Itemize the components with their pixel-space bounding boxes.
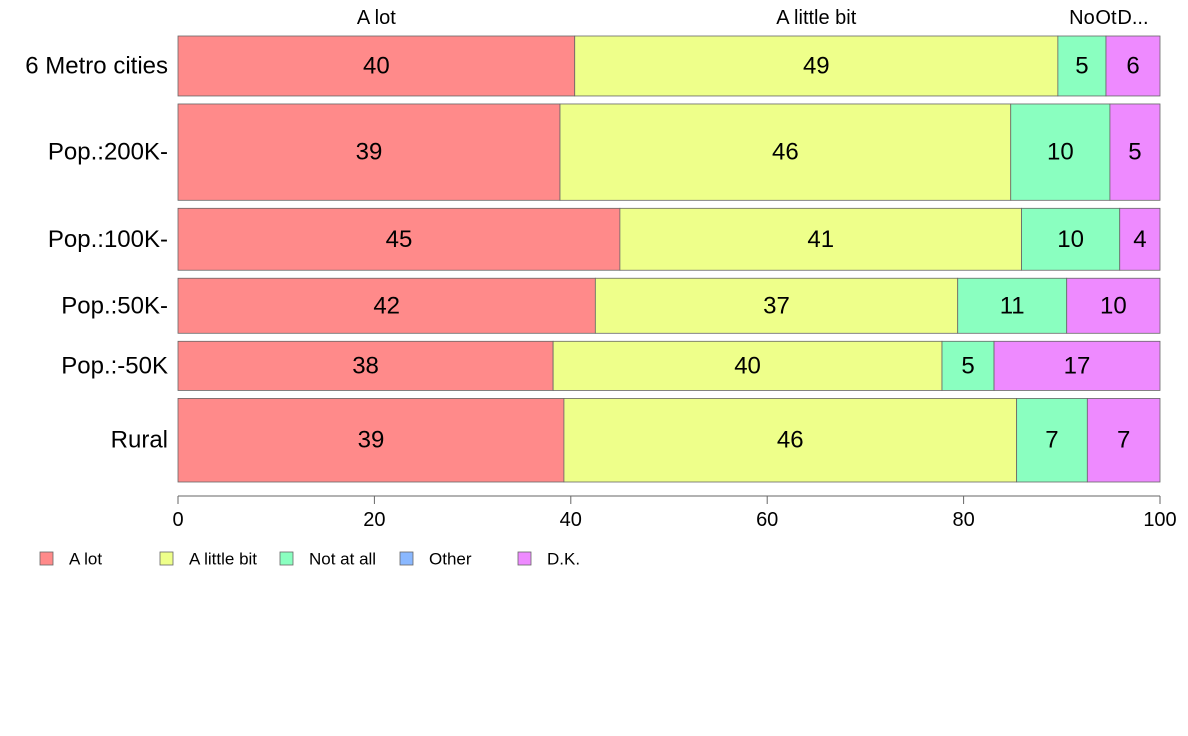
bar-segment (1109, 103, 1161, 201)
top-segment-labels: A lot A little bit No Ot D... (357, 7, 1149, 29)
data-label: 41 (807, 226, 834, 253)
legend-label: A little bit (189, 550, 257, 569)
data-label: 4 (1133, 226, 1146, 253)
bar-segment (619, 207, 1022, 271)
data-label: 10 (1057, 226, 1084, 253)
legend: A lot A little bit Not at all Other D.K. (39, 550, 580, 569)
legend-swatch (279, 551, 294, 566)
data-label: 45 (386, 226, 413, 253)
legend-swatch (39, 551, 54, 566)
data-label: 5 (961, 352, 974, 379)
bar-segment (1105, 35, 1161, 97)
legend-swatch (399, 551, 414, 566)
top-label: A little bit (776, 7, 856, 29)
bar-segment (563, 398, 1018, 483)
data-label: 17 (1064, 352, 1091, 379)
bar-segment (1066, 277, 1161, 334)
legend-label: Other (429, 550, 472, 569)
bar-segment (177, 277, 596, 334)
legend-label: A lot (69, 550, 102, 569)
legend-swatch (159, 551, 174, 566)
data-label: 10 (1047, 139, 1074, 166)
bar-segment (177, 340, 554, 391)
data-label: 5 (1075, 52, 1088, 79)
bar-segment (177, 35, 576, 97)
x-tick-label: 60 (756, 509, 778, 531)
category-label: Pop.:200K- (48, 139, 168, 166)
y-axis: 6 Metro cities Pop.:200K- Pop.:100K- Pop.:5… (25, 52, 168, 453)
data-label: 49 (803, 52, 830, 79)
bar-segment (957, 277, 1068, 334)
data-label: 39 (358, 427, 385, 454)
bar-segment (177, 207, 621, 271)
top-label: D... (1117, 7, 1148, 29)
data-label: 40 (363, 52, 390, 79)
category-label: Pop.:50K- (61, 292, 168, 319)
data-label: 7 (1045, 427, 1058, 454)
x-tick-label: 80 (952, 509, 974, 531)
data-label: 10 (1100, 292, 1127, 319)
data-label: 40 (734, 352, 761, 379)
bar-segment (574, 35, 1059, 97)
legend-label: Not at all (309, 550, 376, 569)
category-label: 6 Metro cities (25, 52, 168, 79)
bar-segment (1010, 103, 1111, 201)
bar-segment (177, 398, 565, 483)
legend-label: D.K. (547, 550, 580, 569)
data-label: 38 (352, 352, 379, 379)
data-label: 6 (1126, 52, 1139, 79)
category-label: Rural (111, 427, 168, 454)
bar-segment (552, 340, 943, 391)
bar-segment (993, 340, 1161, 391)
data-label: 5 (1128, 139, 1141, 166)
data-label: 46 (772, 139, 799, 166)
bar-segment (941, 340, 995, 391)
plot-area: 40 49 5 6 39 46 10 5 45 41 10 4 42 37 11 10 38 40 5 17 39 46 7… (177, 35, 1161, 483)
x-tick-label: 40 (560, 509, 582, 531)
top-label: A lot (357, 7, 396, 29)
top-label: Ot (1095, 7, 1117, 29)
top-label: No (1069, 7, 1095, 29)
bar-segment (559, 103, 1012, 201)
bar-segment (177, 103, 561, 201)
category-label: Pop.:100K- (48, 226, 168, 253)
category-label: Pop.:-50K (61, 352, 168, 379)
data-label: 11 (1000, 292, 1025, 319)
x-tick-label: 20 (363, 509, 385, 531)
bar-segment (1057, 35, 1107, 97)
data-label: 46 (777, 427, 804, 454)
data-label: 39 (356, 139, 383, 166)
legend-swatch (517, 551, 532, 566)
x-axis: 0 20 40 60 80 100 (172, 495, 1177, 531)
bar-segment (1086, 398, 1161, 483)
data-label: 7 (1117, 427, 1130, 454)
x-tick-label: 100 (1143, 509, 1176, 531)
data-label: 42 (373, 292, 400, 319)
bar-segment (1016, 398, 1088, 483)
bar-segment (1119, 207, 1161, 271)
data-label: 37 (763, 292, 790, 319)
bar-segment (594, 277, 959, 334)
x-tick-label: 0 (172, 509, 183, 531)
